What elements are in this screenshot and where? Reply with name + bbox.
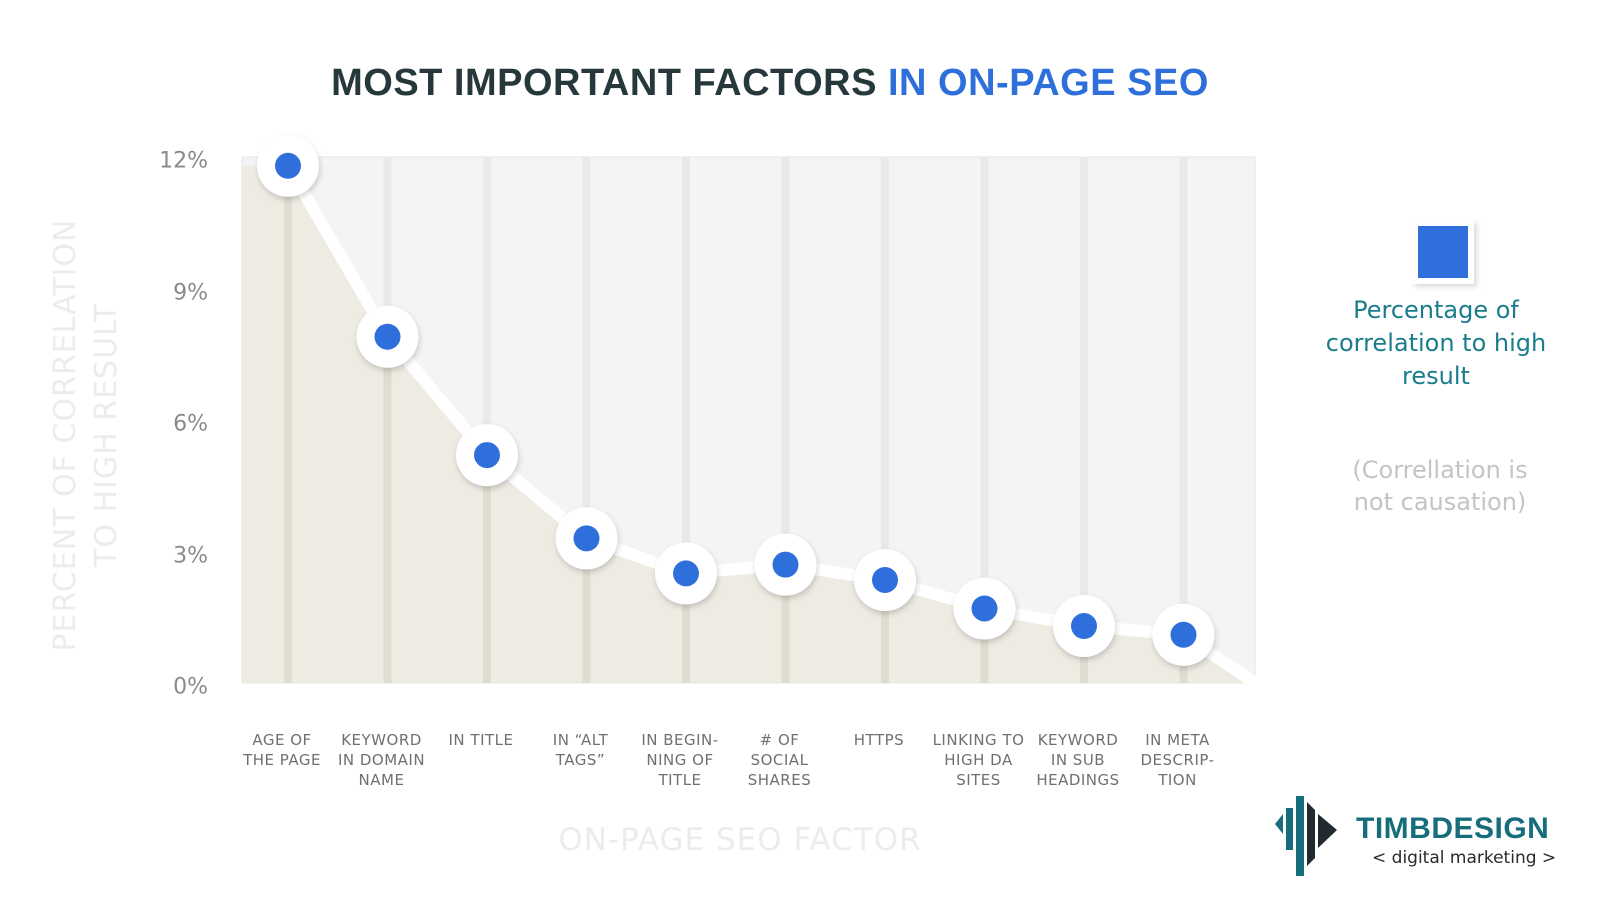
title-part-dark: MOST IMPORTANT FACTORS xyxy=(331,62,877,104)
correlation-note: (Correllation is not causation) xyxy=(1352,456,1528,516)
data-point xyxy=(1170,621,1197,648)
brand-name: TIMBDESIGN xyxy=(1356,812,1550,845)
data-point xyxy=(275,152,301,179)
legend-swatch xyxy=(1412,220,1474,284)
title-part-blue: IN ON-PAGE SEO xyxy=(887,62,1209,104)
grid-line xyxy=(980,157,989,683)
x-category-label: IN META DESCRIP- TION xyxy=(1140,731,1215,789)
data-point xyxy=(1071,613,1097,640)
y-tick-label: 6% xyxy=(173,411,208,437)
data-point xyxy=(573,525,600,552)
brand-tagline: < digital marketing > xyxy=(1372,848,1557,868)
x-category-label: IN TITLE xyxy=(448,731,514,749)
data-point xyxy=(474,442,500,469)
y-tick-label: 0% xyxy=(173,674,208,700)
grid-line xyxy=(483,157,491,683)
x-category-label: IN BEGIN- NING OF TITLE xyxy=(641,731,719,789)
x-category-label: LINKING TO HIGH DA SITES xyxy=(932,731,1025,789)
grid-line xyxy=(1179,157,1188,683)
x-category-label: KEYWORD IN DOMAIN NAME xyxy=(337,731,426,789)
grid-line xyxy=(682,157,690,683)
x-category-label: # OF SOCIAL SHARES xyxy=(747,731,812,789)
data-point xyxy=(374,323,401,350)
grid-line xyxy=(781,157,790,683)
data-point xyxy=(673,560,699,587)
area-fill xyxy=(242,165,1255,683)
data-point xyxy=(772,551,799,578)
x-category-label: KEYWORD IN SUB HEADINGS xyxy=(1036,731,1120,789)
x-category-label: HTTPS xyxy=(853,731,905,749)
y-tick-label: 3% xyxy=(173,543,208,568)
legend-label: Percentage of correlation to high result xyxy=(1325,296,1547,390)
grid-line xyxy=(1080,157,1088,683)
x-axis-label: ON-PAGE SEO FACTOR xyxy=(558,822,922,858)
grid-line xyxy=(881,157,889,683)
x-category-label: IN “ALT TAGS” xyxy=(552,731,609,769)
data-point xyxy=(971,595,998,622)
y-tick-label: 12% xyxy=(159,148,208,174)
chart-title: MOST IMPORTANT FACTORS IN ON-PAGE SEO xyxy=(0,62,1540,105)
timbdesign-logo-icon xyxy=(1275,796,1337,876)
grid-line xyxy=(582,157,591,683)
x-category-label: AGE OF THE PAGE xyxy=(243,731,321,769)
y-tick-label: 9% xyxy=(173,280,208,305)
data-point xyxy=(872,566,898,593)
